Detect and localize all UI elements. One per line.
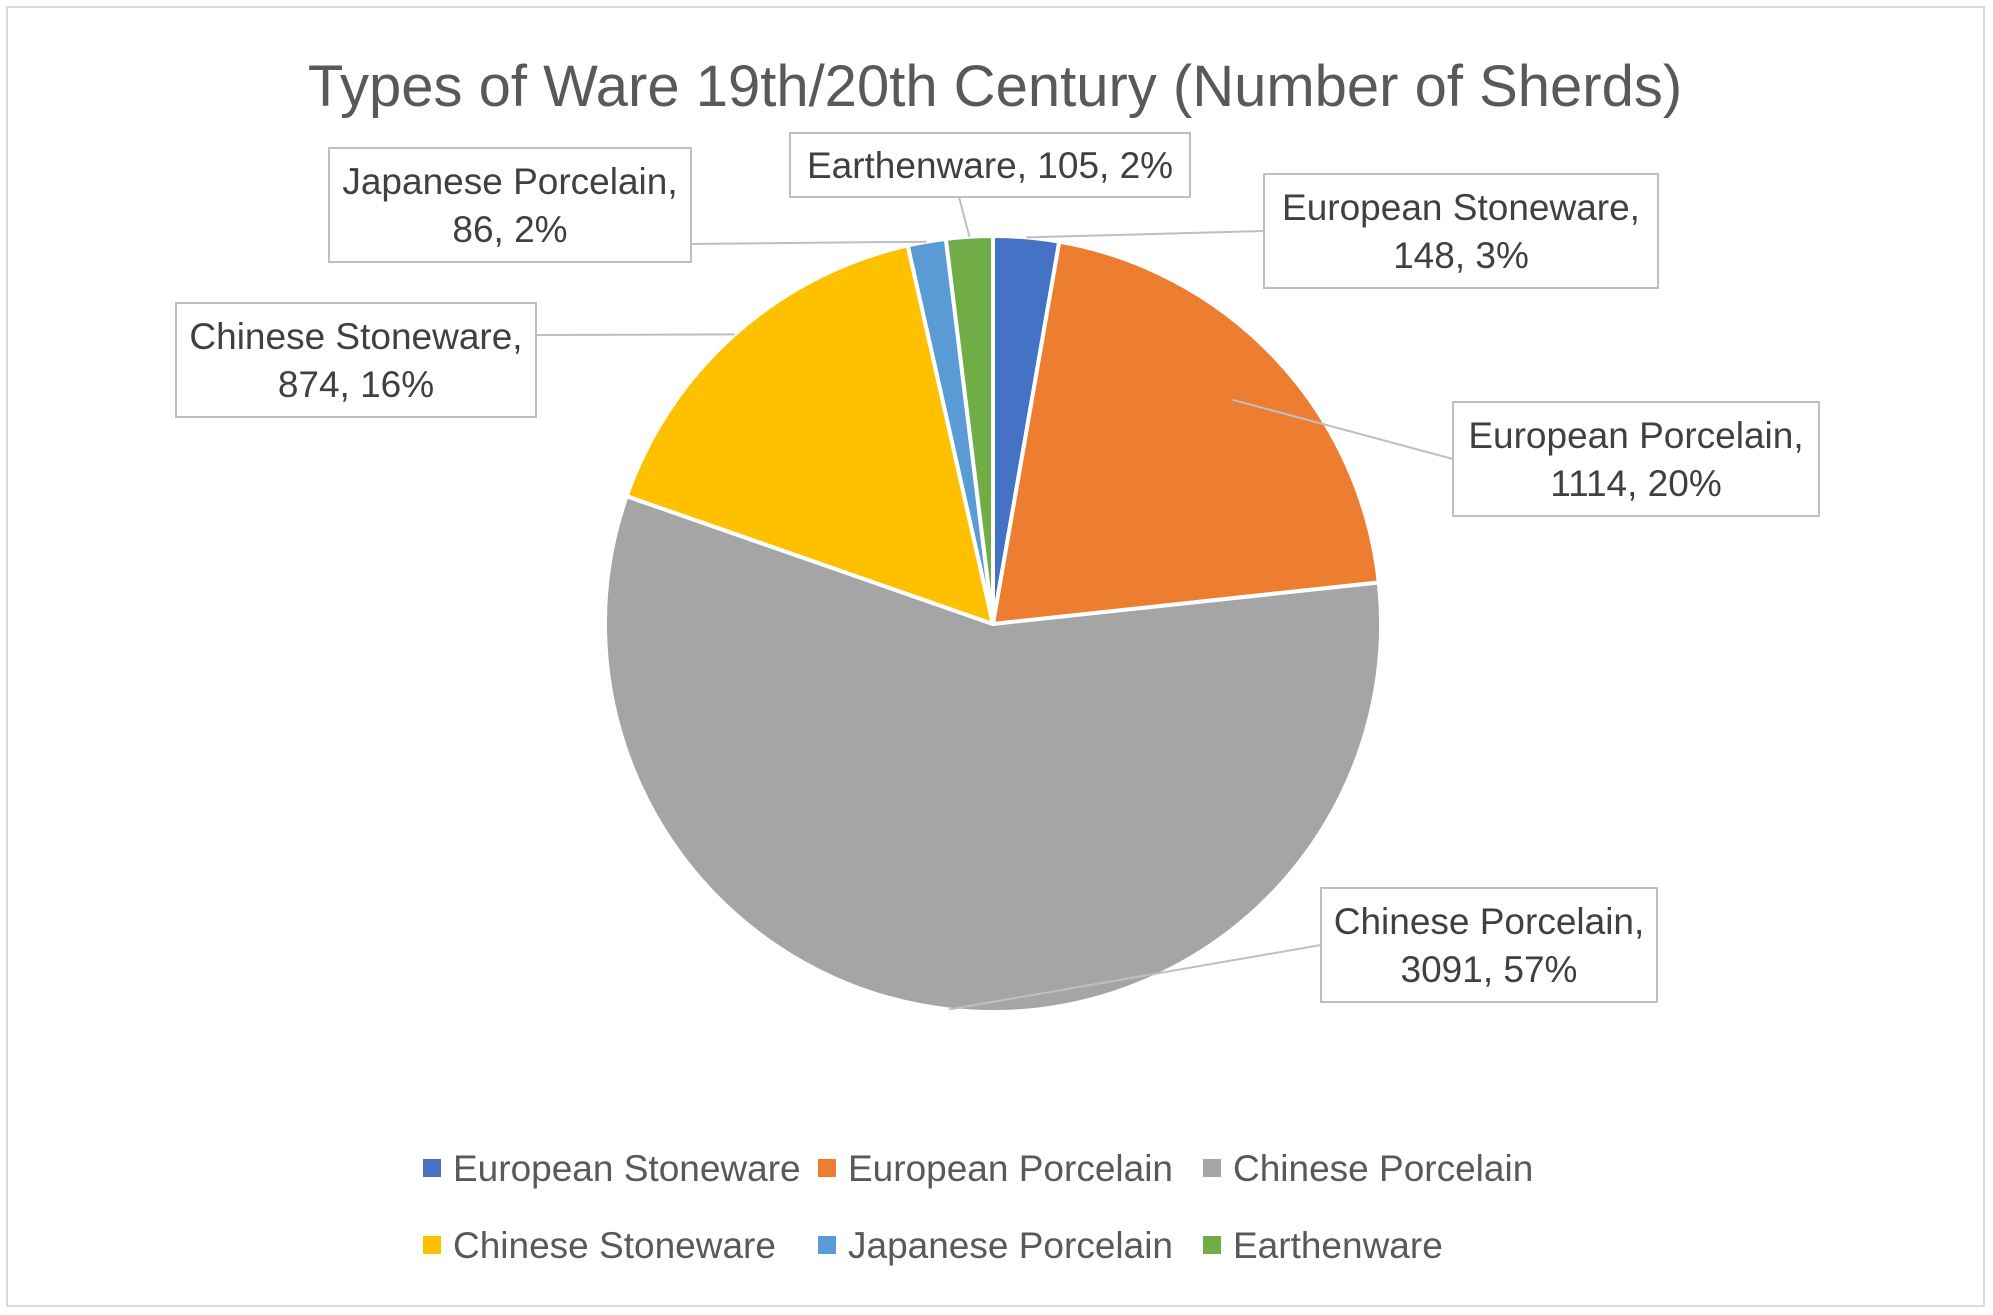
legend-swatch-japanese-porcelain (818, 1236, 836, 1254)
data-label-european-porcelain-line-2: 1114, 20% (1550, 463, 1721, 504)
legend-swatch-chinese-stoneware (423, 1236, 441, 1254)
legend-label-japanese-porcelain: Japanese Porcelain (848, 1225, 1173, 1266)
pie-slices (603, 233, 1383, 1014)
legend-swatch-european-porcelain (818, 1159, 836, 1177)
chart-frame: Types of Ware 19th/20th Century (Number … (6, 6, 1985, 1307)
legend-label-chinese-porcelain: Chinese Porcelain (1233, 1148, 1533, 1189)
legend-label-earthenware: Earthenware (1233, 1225, 1443, 1266)
legend-swatch-earthenware (1203, 1236, 1221, 1254)
leader-line-chinese-porcelain (948, 944, 1322, 1011)
data-label-chinese-porcelain-line-1: Chinese Porcelain, (1334, 901, 1645, 942)
pie-slice-european-porcelain (991, 239, 1381, 626)
data-label-european-porcelain-line-1: European Porcelain, (1468, 415, 1803, 456)
data-label-chinese-stoneware-line-2: 874, 16% (278, 364, 434, 405)
data-label-japanese-porcelain-line-2: 86, 2% (452, 209, 567, 250)
legend-label-european-stoneware: European Stoneware (453, 1148, 801, 1189)
data-label-chinese-porcelain-line-2: 3091, 57% (1401, 949, 1578, 990)
data-label-japanese-porcelain-line-1: Japanese Porcelain, (342, 161, 677, 202)
legend-label-chinese-stoneware: Chinese Stoneware (453, 1225, 776, 1266)
data-label-box-european-stoneware (1263, 173, 1659, 289)
leader-line-european-porcelain (1232, 398, 1454, 460)
data-label-box-earthenware (789, 132, 1191, 198)
pie-chart: Types of Ware 19th/20th Century (Number … (175, 54, 1820, 1266)
data-label-box-european-porcelain (1452, 401, 1820, 517)
leader-line-japanese-porcelain (690, 240, 927, 245)
leader-line-chinese-stoneware (535, 333, 735, 336)
chart-title: Types of Ware 19th/20th Century (Number … (308, 54, 1682, 119)
legend-swatch-european-stoneware (423, 1159, 441, 1177)
data-label-earthenware-line-1: Earthenware, 105, 2% (807, 145, 1173, 186)
legend-swatch-chinese-porcelain (1203, 1159, 1221, 1177)
legend: European Stoneware European Porcelain Chin… (423, 1148, 1533, 1266)
data-label-box-japanese-porcelain (328, 147, 692, 263)
data-label-box-chinese-porcelain (1320, 887, 1658, 1003)
pie-slice-earthenware (943, 233, 995, 626)
legend-label-european-porcelain: European Porcelain (848, 1148, 1173, 1189)
leader-line-earthenware (958, 196, 971, 237)
data-label-european-stoneware-line-1: European Stoneware, (1282, 187, 1640, 228)
data-labels: European Stoneware, 148, 3% European Porce… (175, 132, 1820, 1003)
data-label-chinese-stoneware-line-1: Chinese Stoneware, (189, 316, 522, 357)
data-label-european-stoneware-line-2: 148, 3% (1393, 235, 1529, 276)
leader-line-european-stoneware (1026, 230, 1265, 239)
data-label-box-chinese-stoneware (175, 302, 537, 418)
leader-lines (535, 196, 1454, 1011)
